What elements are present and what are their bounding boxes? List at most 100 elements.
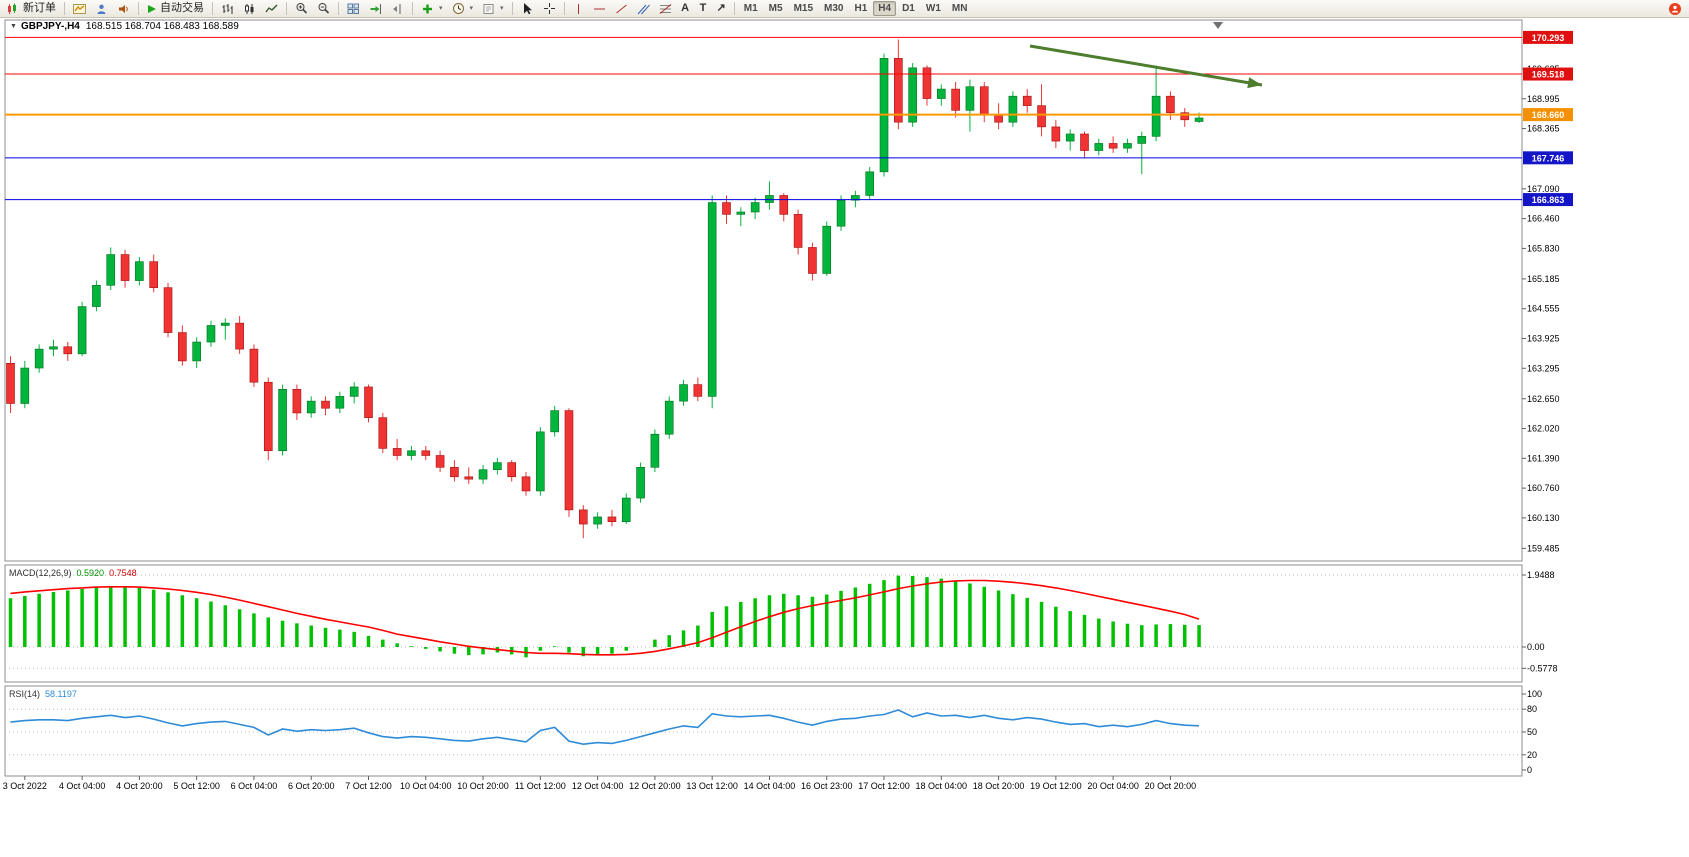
zoom-out-button[interactable] bbox=[313, 1, 334, 17]
price-axis[interactable]: 169.625168.995168.365167.090166.460165.8… bbox=[1522, 64, 1560, 775]
svg-text:16 Oct 23:00: 16 Oct 23:00 bbox=[801, 781, 853, 791]
svg-text:14 Oct 04:00: 14 Oct 04:00 bbox=[744, 781, 796, 791]
templates-button[interactable] bbox=[478, 1, 508, 17]
trendline-tool-button[interactable] bbox=[611, 1, 632, 17]
svg-text:6 Oct 20:00: 6 Oct 20:00 bbox=[288, 781, 335, 791]
fibonacci-icon bbox=[659, 3, 671, 14]
channel-icon bbox=[637, 4, 650, 14]
add-indicator-icon bbox=[423, 4, 432, 13]
macd-indicator-label: MACD(12,26,9) 0.5920 0.7548 bbox=[9, 568, 137, 578]
timeframe-button-h1[interactable]: H1 bbox=[854, 3, 868, 14]
vertical-line-icon bbox=[577, 3, 579, 14]
svg-text:164.555: 164.555 bbox=[1527, 304, 1560, 314]
svg-text:160.760: 160.760 bbox=[1527, 483, 1560, 493]
svg-text:168.995: 168.995 bbox=[1527, 94, 1560, 104]
hline-167.746[interactable]: 167.746 bbox=[5, 151, 1573, 165]
price-badge bbox=[1523, 151, 1573, 165]
channel-tool-button[interactable] bbox=[633, 1, 654, 17]
toolbar-separator bbox=[563, 2, 565, 15]
terminal-button[interactable] bbox=[113, 1, 134, 17]
timeframe-button-m15[interactable]: M15 bbox=[793, 3, 814, 14]
timeframe-button-d1[interactable]: D1 bbox=[902, 3, 915, 14]
crosshair-tool-button[interactable] bbox=[539, 1, 560, 17]
svg-text:100: 100 bbox=[1527, 689, 1542, 699]
svg-text:5 Oct 12:00: 5 Oct 12:00 bbox=[173, 781, 220, 791]
hline-168.660[interactable]: 168.660 bbox=[5, 108, 1573, 122]
trend-arrow-annotation[interactable] bbox=[1029, 44, 1263, 89]
rsi-indicator-label: RSI(14) 58.1197 bbox=[9, 689, 77, 699]
timeframe-button-m30[interactable]: M30 bbox=[824, 3, 844, 14]
rsi-line bbox=[10, 709, 1200, 746]
svg-text:0.00: 0.00 bbox=[1527, 642, 1545, 652]
chart-shift-icon bbox=[393, 3, 401, 14]
timeframe-button-mn[interactable]: MN bbox=[951, 3, 968, 14]
bar-chart-mode-button[interactable] bbox=[217, 1, 238, 17]
rsi-pane[interactable] bbox=[10, 709, 1200, 746]
svg-text:165.830: 165.830 bbox=[1527, 243, 1560, 253]
price-badge bbox=[1523, 30, 1573, 44]
rsi-value: 58.1197 bbox=[45, 689, 77, 699]
svg-text:17 Oct 12:00: 17 Oct 12:00 bbox=[858, 781, 910, 791]
svg-text:163.925: 163.925 bbox=[1527, 333, 1560, 343]
chart-ohlc-header: ▼ GBPJPY-,H4 168.515 168.704 168.483 168.5… bbox=[10, 21, 239, 32]
svg-text:168.660: 168.660 bbox=[1532, 110, 1565, 120]
autotrading-button[interactable]: 自动交易 bbox=[143, 1, 208, 17]
autotrading-label: 自动交易 bbox=[160, 2, 204, 14]
timeframe-button-m5[interactable]: M5 bbox=[768, 3, 783, 14]
svg-text:18 Oct 20:00: 18 Oct 20:00 bbox=[973, 781, 1025, 791]
autoscroll-icon bbox=[370, 3, 381, 14]
svg-text:18 Oct 04:00: 18 Oct 04:00 bbox=[916, 781, 968, 791]
candles bbox=[6, 39, 1204, 539]
market-watch-button[interactable] bbox=[69, 1, 90, 17]
toolbar-separator bbox=[338, 2, 339, 15]
timeframe-button-w1[interactable]: W1 bbox=[925, 3, 941, 14]
timeframe-button-h4[interactable]: H4 bbox=[873, 1, 897, 16]
label-tool-button[interactable]: T bbox=[695, 1, 712, 17]
navigator-button[interactable] bbox=[91, 1, 112, 17]
macd-name: MACD(12,26,9) bbox=[9, 568, 72, 578]
svg-text:162.650: 162.650 bbox=[1527, 394, 1560, 404]
horizontal-line-tool-button[interactable] bbox=[589, 1, 610, 17]
timeframe-button-m1[interactable]: M1 bbox=[743, 3, 758, 14]
tile-windows-icon bbox=[347, 3, 359, 14]
fibonacci-tool-button[interactable] bbox=[655, 1, 676, 17]
svg-text:13 Oct 12:00: 13 Oct 12:00 bbox=[686, 781, 738, 791]
terminal-icon bbox=[119, 4, 128, 13]
svg-text:12 Oct 20:00: 12 Oct 20:00 bbox=[629, 781, 681, 791]
arrows-tool-button[interactable]: ↗ bbox=[713, 1, 730, 17]
line-chart-mode-button[interactable] bbox=[261, 1, 282, 17]
crosshair-icon bbox=[543, 3, 555, 14]
svg-text:1.9488: 1.9488 bbox=[1527, 570, 1555, 580]
hline-169.518[interactable]: 169.518 bbox=[5, 67, 1573, 81]
svg-text:166.863: 166.863 bbox=[1532, 195, 1565, 205]
svg-text:10 Oct 20:00: 10 Oct 20:00 bbox=[457, 781, 509, 791]
candlestick-mode-button[interactable] bbox=[239, 1, 260, 17]
vertical-line-tool-button[interactable] bbox=[569, 1, 588, 17]
pane-frames bbox=[4, 19, 1523, 777]
time-axis[interactable]: 3 Oct 2022 4 Oct 04:00 4 Oct 20:00 5 Oct 12… bbox=[3, 776, 1196, 791]
trendline-icon bbox=[615, 4, 627, 13]
periods-button[interactable] bbox=[448, 1, 478, 17]
cursor-tool-button[interactable] bbox=[517, 1, 538, 17]
new-order-button[interactable]: 新订单 bbox=[3, 1, 60, 17]
tile-windows-button[interactable] bbox=[343, 1, 364, 17]
community-button[interactable] bbox=[1664, 1, 1686, 17]
svg-text:167.746: 167.746 bbox=[1532, 153, 1565, 163]
chart-shift-marker[interactable] bbox=[1213, 22, 1223, 29]
indicators-button[interactable] bbox=[417, 1, 447, 17]
hline-170.293[interactable]: 170.293 bbox=[5, 30, 1573, 44]
hline-166.863[interactable]: 166.863 bbox=[5, 193, 1573, 207]
autoscroll-button[interactable] bbox=[365, 1, 386, 17]
zoom-in-icon bbox=[296, 3, 308, 14]
zoom-in-button[interactable] bbox=[291, 1, 312, 17]
text-tool-button[interactable]: A bbox=[677, 1, 694, 17]
svg-text:12 Oct 04:00: 12 Oct 04:00 bbox=[572, 781, 624, 791]
chart-objects-dropdown-icon[interactable]: ▼ bbox=[10, 23, 17, 30]
symbol-period-label: GBPJPY-,H4 bbox=[20, 21, 80, 32]
bar-chart-icon bbox=[222, 3, 233, 14]
chart-shift-button[interactable] bbox=[387, 1, 408, 17]
svg-text:161.390: 161.390 bbox=[1527, 453, 1560, 463]
macd-pane[interactable] bbox=[8, 575, 1201, 658]
candlestick-icon bbox=[245, 3, 254, 14]
